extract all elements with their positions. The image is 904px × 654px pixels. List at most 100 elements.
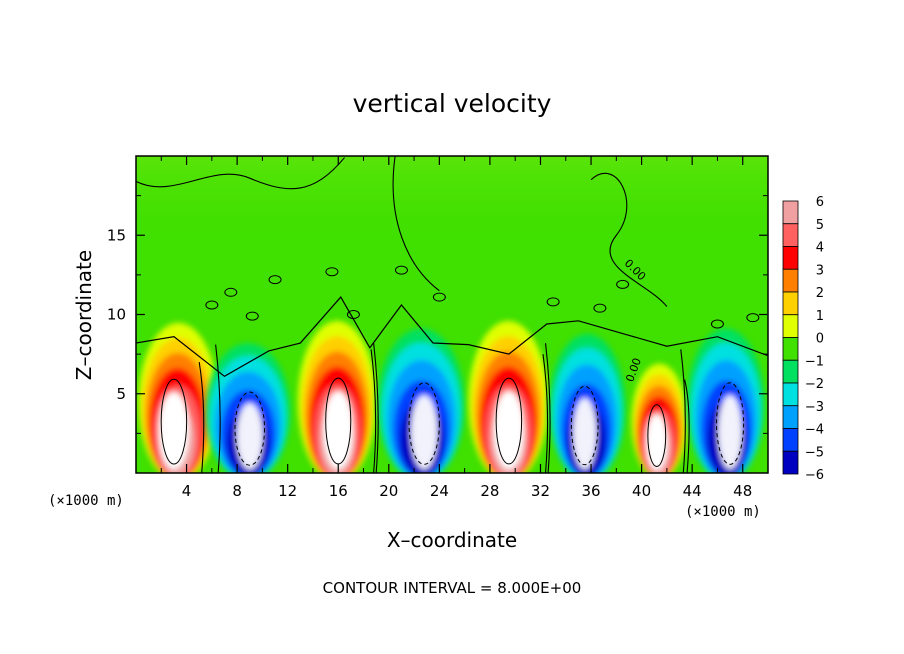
zero-contour-edge-0 [215, 344, 221, 473]
core-contour-5 [570, 385, 599, 466]
colorbar-swatch [782, 428, 799, 452]
colorbar-swatch [782, 268, 799, 293]
small-contour-loop-11 [710, 319, 724, 329]
zero-contour-edge-4 [544, 342, 551, 473]
core-contour-7 [716, 382, 745, 465]
y-tick-label: 15 [107, 226, 126, 244]
core-contour-6 [647, 404, 667, 467]
colorbar-label: 1 [816, 309, 824, 324]
x-tick-label: 20 [379, 482, 398, 500]
core-contour-4 [495, 377, 523, 465]
colorbar-label: −6 [805, 468, 824, 483]
zero-contour-edge-6 [684, 379, 690, 473]
colorbar-swatch [782, 291, 799, 316]
cell-4 [468, 320, 549, 473]
contour-interval-note: CONTOUR INTERVAL = 8.000E+00 [323, 579, 582, 597]
colorbar-swatch [782, 246, 799, 270]
x-axis: 4 8 12 16 20 24 28 32 36 40 44 48 [160, 156, 752, 500]
cell-5 [548, 333, 626, 473]
small-contour-loop-4 [325, 267, 339, 277]
colorbar: 6 5 4 3 2 1 0 −1 −2 −3 −4 −5 −6 [782, 195, 824, 483]
upper-zero-contour-right [590, 172, 668, 307]
cell-6-core [646, 414, 668, 471]
cell-2 [297, 320, 377, 473]
core-contour-0 [160, 378, 188, 465]
x-tick-label: 44 [683, 482, 702, 500]
chart-title: vertical velocity [353, 89, 552, 118]
small-contour-loop-10 [616, 279, 630, 289]
x-tick-label: 8 [232, 482, 242, 500]
colorbar-swatch [782, 405, 799, 429]
colorbar-label: −5 [805, 445, 824, 460]
core-contour-1 [234, 391, 266, 466]
cell-5-core [573, 398, 597, 470]
y-unit-label: (×1000 m) [48, 493, 124, 509]
cell-4-core [493, 391, 525, 470]
zero-contour-edge-2 [373, 342, 379, 473]
y-axis-title: Z–coordinate [72, 250, 96, 380]
y-tick-label: 5 [116, 385, 126, 403]
cell-2-core [323, 391, 354, 470]
core-contour-3 [408, 382, 440, 465]
x-tick-label: 4 [182, 482, 192, 500]
colorbar-swatch [782, 200, 799, 225]
small-contour-loop-9 [593, 303, 607, 313]
cell-3 [377, 328, 465, 473]
zero-contour-edge-3 [370, 349, 377, 473]
x-tick-label: 32 [531, 482, 550, 500]
colorbar-swatch [782, 337, 799, 361]
x-tick-label: 16 [329, 482, 348, 500]
colorbar-label: 4 [816, 241, 824, 256]
small-contour-loop-5 [346, 310, 360, 319]
small-contour-loop-0 [205, 300, 219, 310]
cell-1-core [236, 403, 263, 470]
y-axis: 5 10 15 [107, 195, 768, 434]
colorbar-label: 6 [816, 195, 824, 210]
small-contour-loop-6 [394, 265, 408, 275]
colorbar-swatch [782, 314, 799, 338]
cell-0 [138, 322, 219, 473]
upper-zero-contour-mid [392, 156, 440, 292]
colorbar-swatch [782, 450, 799, 475]
small-contour-loop-12 [746, 313, 760, 323]
cell-6 [631, 363, 688, 473]
cell-0-core [158, 392, 190, 470]
colorbar-label: 5 [816, 218, 824, 233]
colorbar-swatch [782, 223, 799, 247]
small-contour-loop-7 [432, 292, 446, 302]
small-contour-loop-8 [546, 297, 560, 307]
zero-contour-edge-1 [198, 361, 205, 473]
zero-contour-edge-5 [542, 354, 549, 473]
core-contour-2 [325, 377, 352, 465]
colorbar-swatch [782, 359, 799, 384]
x-tick-label: 12 [278, 482, 297, 500]
zero-contour-edge-7 [680, 349, 686, 473]
x-tick-label: 48 [733, 482, 752, 500]
colorbar-label: −4 [805, 423, 824, 438]
small-contour-loop-2 [245, 311, 259, 321]
x-tick-label: 28 [480, 482, 499, 500]
upper-zero-contour-left [136, 157, 345, 190]
cell-7 [686, 328, 765, 473]
x-tick-label: 36 [581, 482, 600, 500]
y-tick-label: 10 [107, 306, 126, 324]
small-contour-loop-3 [268, 275, 282, 285]
x-unit-label: (×1000 m) [685, 504, 761, 520]
zero-contour-upper [136, 296, 768, 378]
x-tick-label: 24 [430, 482, 449, 500]
colorbar-label: −1 [805, 354, 824, 369]
colorbar-label: 3 [816, 263, 824, 278]
plot-area: 0.000.00 [136, 156, 768, 473]
cell-3-core [410, 395, 438, 470]
colorbar-label: 2 [816, 286, 824, 301]
colorbar-swatch [782, 382, 799, 407]
small-contour-loop-1 [224, 287, 238, 297]
colorbar-label: −3 [805, 400, 824, 415]
colorbar-label: 0 [816, 332, 824, 347]
x-axis-title: X–coordinate [387, 528, 517, 552]
x-tick-label: 40 [632, 482, 651, 500]
upper-field-shading [136, 156, 768, 316]
colorbar-label: −2 [805, 377, 824, 392]
cell-7-core [718, 395, 742, 470]
